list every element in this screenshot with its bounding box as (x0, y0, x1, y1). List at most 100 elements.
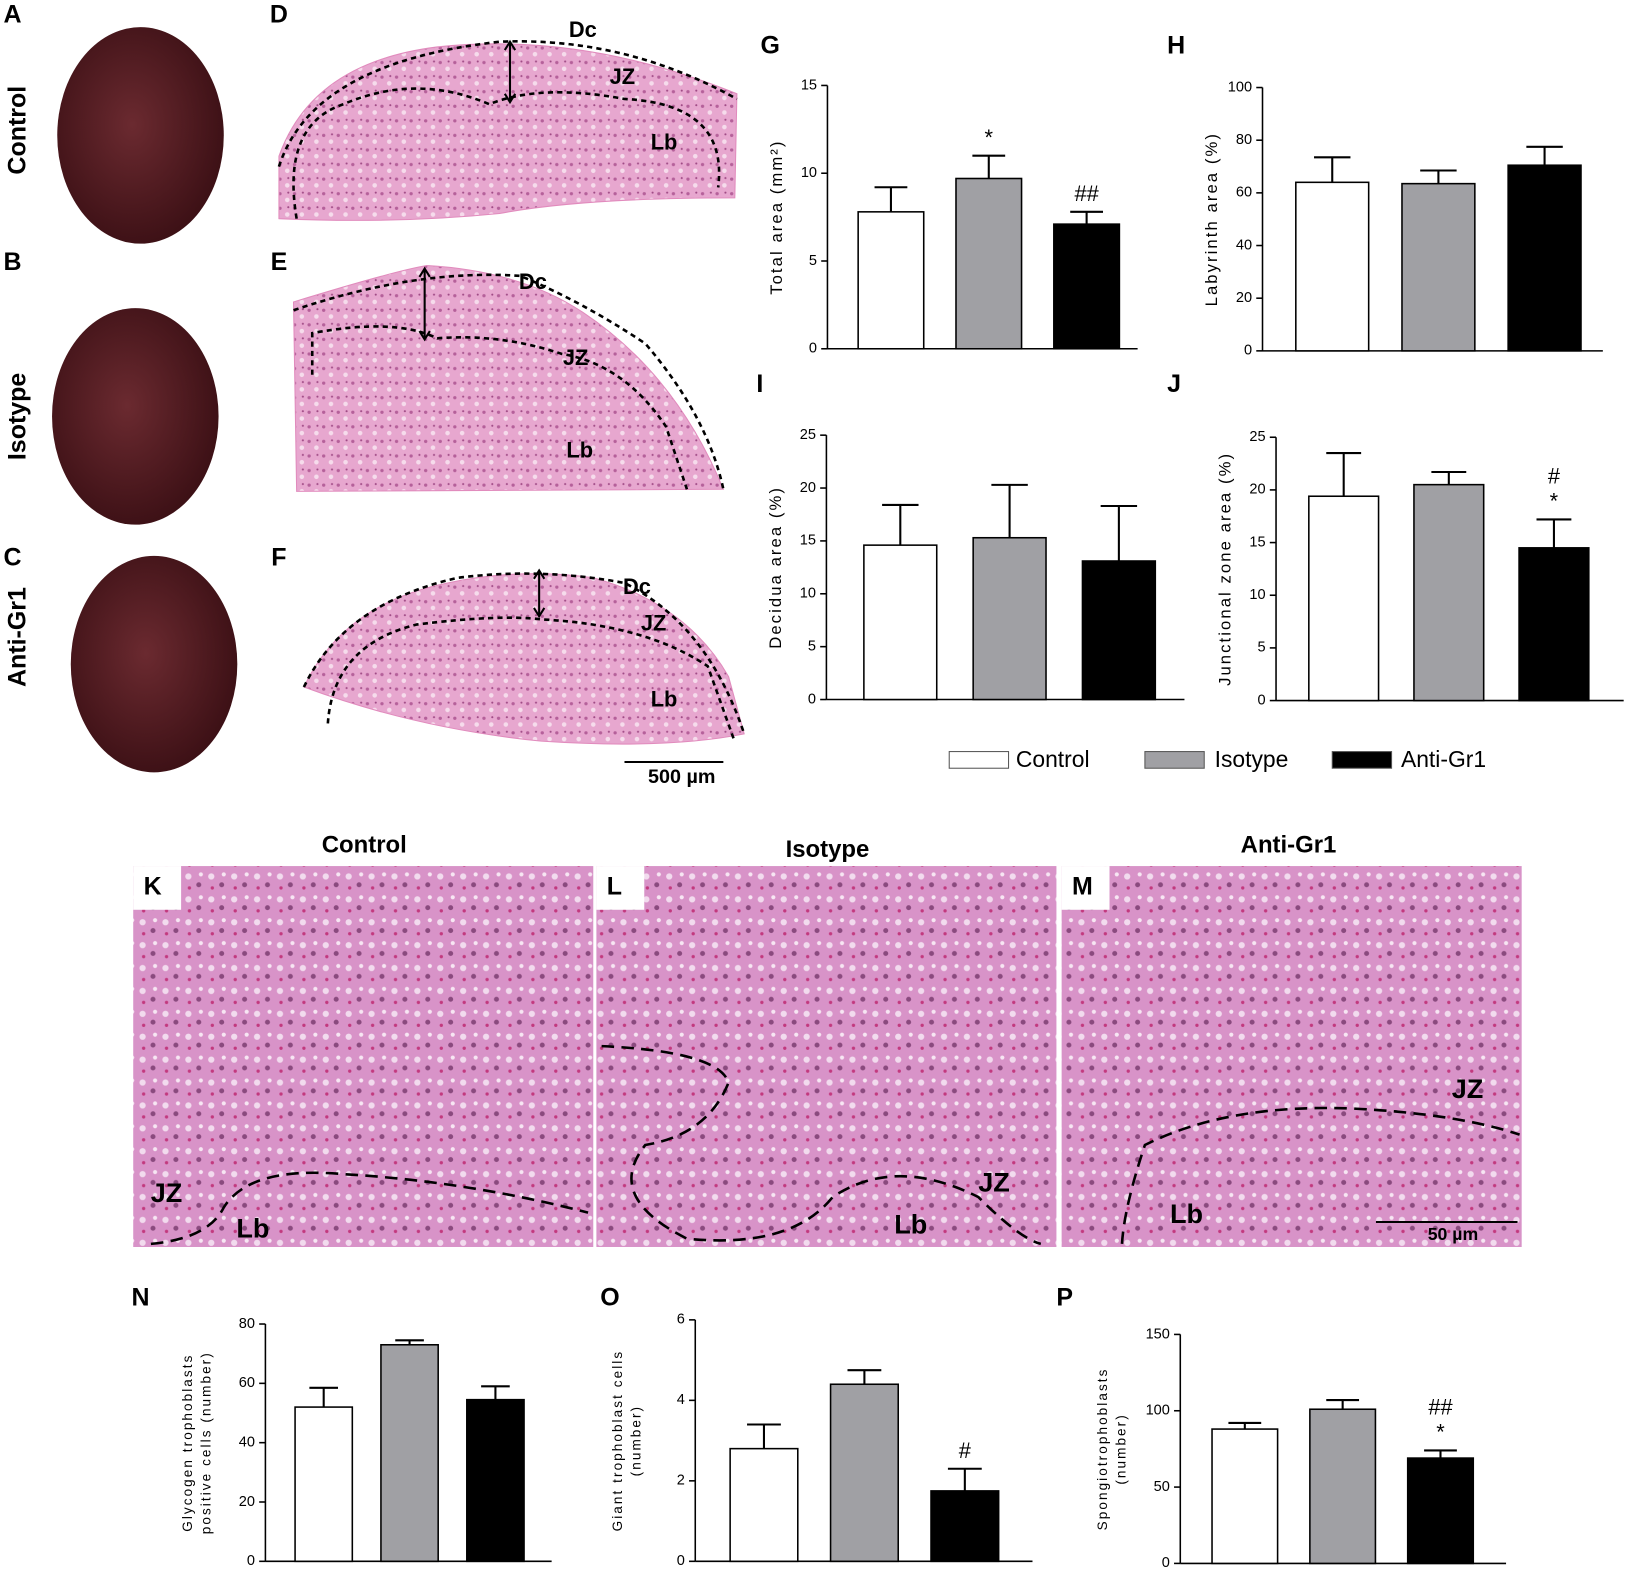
bar (972, 536, 1047, 701)
y-axis-label: positive cells (number) (199, 1351, 214, 1534)
panel-letter: F (271, 544, 286, 572)
y-tick-label: 15 (801, 77, 817, 93)
arrow-head (533, 568, 546, 619)
bar (930, 1490, 1000, 1563)
y-tick-label: 6 (677, 1312, 685, 1328)
y-tick-label: 15 (800, 533, 816, 549)
letter-box (1061, 866, 1110, 910)
bar (1053, 223, 1121, 350)
y-tick-label: 40 (239, 1435, 255, 1451)
zone-boundary (601, 1044, 1042, 1246)
bar (1401, 182, 1476, 352)
bar (380, 1344, 439, 1563)
panel-letter: M (1072, 873, 1093, 901)
zone-boundary (1120, 1106, 1521, 1244)
panel-letter: G (760, 32, 779, 60)
decidua-boundary (293, 273, 725, 490)
panel-letter: I (756, 370, 763, 398)
panel-letter: H (1167, 32, 1185, 60)
y-tick-label: 100 (1228, 79, 1252, 95)
y-tick-label: 0 (1162, 1555, 1170, 1571)
column-title: Control (322, 832, 407, 859)
region-label: JZ (151, 1178, 183, 1208)
region-label: Lb (894, 1209, 927, 1239)
region-label: Lb (651, 130, 678, 155)
panel-letter: K (144, 873, 162, 901)
y-tick-label: 80 (1236, 132, 1252, 148)
bar (1081, 560, 1157, 701)
y-axis-label: Glycogen trophoblasts (180, 1354, 195, 1532)
region-label: Lb (236, 1213, 269, 1243)
y-tick-label: 20 (800, 480, 816, 496)
y-tick-label: 25 (1249, 429, 1265, 445)
panel-letter: J (1167, 370, 1181, 398)
legend-swatch (1144, 751, 1205, 769)
y-axis-label: Labyrinth area (%) (1202, 132, 1221, 306)
bar (1295, 181, 1370, 352)
region-label: JZ (978, 1168, 1010, 1198)
panel-letter: B (3, 248, 21, 276)
region-label: Lb (651, 686, 678, 711)
zone-boundary (150, 1171, 589, 1246)
bar (829, 1383, 900, 1563)
bar (955, 177, 1023, 350)
y-tick-label: 80 (239, 1316, 255, 1332)
y-axis-label: Junctional zone area (%) (1215, 452, 1234, 686)
panel-letter: E (271, 248, 288, 276)
region-label: Dc (569, 17, 597, 42)
placenta-photo (57, 27, 224, 244)
region-label: Dc (519, 269, 547, 294)
legend-label: Anti-Gr1 (1401, 746, 1486, 772)
arrow-head (503, 39, 517, 105)
row-label: Control (3, 86, 31, 175)
legend-swatch (948, 751, 1010, 769)
column-title: Isotype (786, 836, 870, 863)
tissue-section (292, 264, 725, 492)
bar (857, 211, 925, 350)
letter-box (133, 866, 182, 910)
micrograph (133, 866, 594, 1247)
region-label: JZ (641, 610, 667, 635)
y-tick-label: 15 (1249, 534, 1265, 550)
y-tick-label: 100 (1146, 1403, 1170, 1419)
tissue-section (303, 573, 745, 745)
arrow-head (418, 266, 431, 342)
bar (1406, 1457, 1475, 1565)
region-label: JZ (563, 345, 589, 370)
significance-mark: * (985, 125, 994, 150)
scale-bar-label: 500 µm (648, 766, 715, 788)
labyrinth-boundary (310, 325, 689, 490)
placenta-photo (52, 308, 219, 525)
y-tick-label: 10 (801, 165, 817, 181)
bar (466, 1398, 525, 1563)
y-axis-label: Total area (mm²) (767, 139, 786, 294)
panel-letter: D (270, 0, 288, 28)
significance-mark: ## (1428, 1395, 1453, 1420)
bar (1309, 1408, 1377, 1565)
y-tick-label: 2 (677, 1473, 685, 1489)
panel-letter: O (600, 1284, 619, 1312)
y-tick-label: 150 (1146, 1326, 1170, 1342)
y-tick-label: 10 (1249, 587, 1265, 603)
labyrinth-boundary (326, 616, 736, 740)
bar (1308, 495, 1380, 702)
y-axis-label: (number) (629, 1405, 644, 1476)
y-tick-label: 40 (1236, 237, 1252, 253)
bar (863, 544, 938, 701)
significance-mark: # (959, 1438, 972, 1463)
y-tick-label: 60 (239, 1375, 255, 1391)
decidua-boundary (277, 40, 738, 168)
region-label: Dc (623, 574, 651, 599)
y-tick-label: 60 (1236, 185, 1252, 201)
y-tick-label: 10 (800, 586, 816, 602)
region-label: Lb (566, 438, 593, 463)
y-tick-label: 0 (1258, 692, 1266, 708)
column-title: Anti-Gr1 (1241, 832, 1337, 859)
y-tick-label: 5 (1258, 640, 1266, 656)
significance-mark: # (1548, 464, 1561, 489)
y-tick-label: 5 (808, 639, 816, 655)
significance-mark: * (1550, 489, 1559, 514)
bar (294, 1406, 354, 1563)
